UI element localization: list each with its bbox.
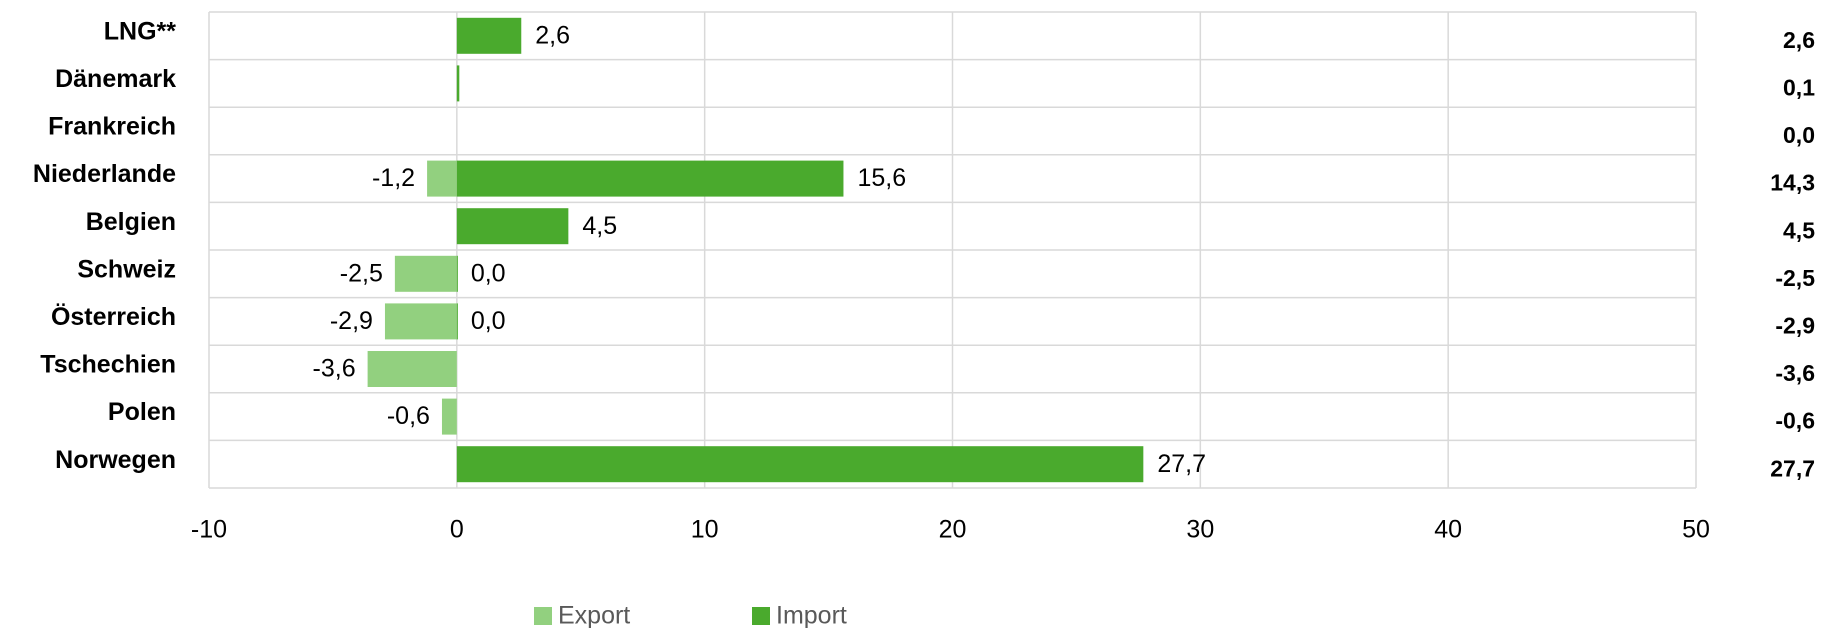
category-label: Niederlande xyxy=(33,160,176,188)
value-label: 0,0 xyxy=(471,307,506,335)
total-label: 27,7 xyxy=(1770,455,1815,481)
value-label: -2,5 xyxy=(340,259,383,287)
bar xyxy=(456,17,522,54)
total-label: -2,5 xyxy=(1775,265,1815,291)
x-tick-label: 40 xyxy=(1434,516,1462,544)
value-label: -3,6 xyxy=(313,355,356,383)
legend-swatch xyxy=(752,607,770,625)
category-label: Polen xyxy=(108,398,176,426)
bar xyxy=(394,255,457,292)
total-label: 0,0 xyxy=(1783,122,1815,148)
category-label: Belgien xyxy=(86,208,176,236)
bar xyxy=(427,160,457,197)
bar xyxy=(441,398,457,435)
x-tick-label: 30 xyxy=(1186,516,1214,544)
category-label: Schweiz xyxy=(77,255,176,283)
category-label: Österreich xyxy=(51,302,176,331)
value-label: -2,9 xyxy=(330,307,373,335)
bar xyxy=(367,351,457,387)
total-label: 0,1 xyxy=(1783,74,1815,100)
x-tick-label: 50 xyxy=(1682,516,1710,544)
category-label: Norwegen xyxy=(55,446,176,474)
value-label: 27,7 xyxy=(1157,450,1206,478)
x-tick-label: 20 xyxy=(939,516,967,544)
value-label: -1,2 xyxy=(372,164,415,192)
value-label: -0,6 xyxy=(387,402,430,430)
value-label: 0,0 xyxy=(471,259,506,287)
legend-swatch xyxy=(534,607,552,625)
bar xyxy=(456,160,844,197)
value-label: 2,6 xyxy=(535,21,570,49)
total-label: 4,5 xyxy=(1783,217,1815,243)
value-label: 15,6 xyxy=(857,164,906,192)
bar xyxy=(456,208,569,245)
total-label: 2,6 xyxy=(1783,27,1815,53)
x-tick-label: -10 xyxy=(191,516,227,544)
category-label: Dänemark xyxy=(55,65,176,93)
total-label: -3,6 xyxy=(1775,360,1815,386)
bar xyxy=(456,65,460,102)
x-tick-label: 10 xyxy=(691,516,719,544)
x-tick-label: 0 xyxy=(450,516,464,544)
total-label: 14,3 xyxy=(1770,170,1815,196)
category-label: Tschechien xyxy=(40,351,176,379)
bar xyxy=(456,446,1144,483)
total-label: -0,6 xyxy=(1775,408,1815,434)
category-label: LNG** xyxy=(104,17,177,45)
category-label: Frankreich xyxy=(48,113,176,141)
value-label: 4,5 xyxy=(582,212,617,240)
legend-label: Export xyxy=(558,602,630,628)
total-label: -2,9 xyxy=(1775,312,1815,338)
bar xyxy=(384,303,457,340)
bar xyxy=(456,255,458,292)
bar xyxy=(456,303,458,340)
legend-label: Import xyxy=(776,602,847,628)
